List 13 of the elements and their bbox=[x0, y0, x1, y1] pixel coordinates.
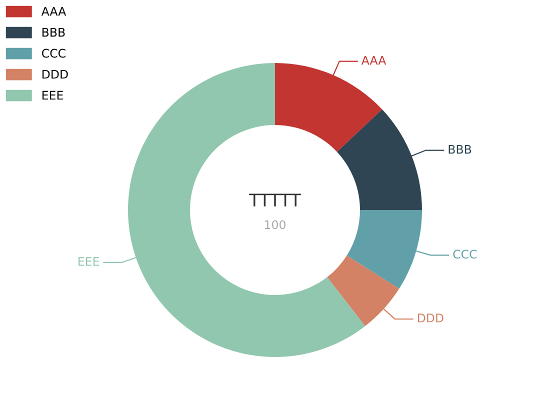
legend-label: BBB bbox=[42, 28, 65, 37]
slice-label: EEE bbox=[78, 257, 99, 266]
legend-label: CCC bbox=[42, 48, 66, 58]
legend-label: DDD bbox=[42, 70, 68, 79]
slice-label: CCC bbox=[453, 250, 477, 259]
slice-label: AAA bbox=[361, 56, 386, 65]
legend-label: AAA bbox=[41, 6, 66, 16]
slice-label: DDD bbox=[418, 314, 444, 322]
slice-label: BBB bbox=[448, 145, 472, 154]
text: TTTTT bbox=[249, 194, 301, 206]
text: 100 bbox=[265, 220, 286, 230]
legend-label: EEE bbox=[42, 90, 63, 100]
donut-slice bbox=[275, 63, 382, 152]
